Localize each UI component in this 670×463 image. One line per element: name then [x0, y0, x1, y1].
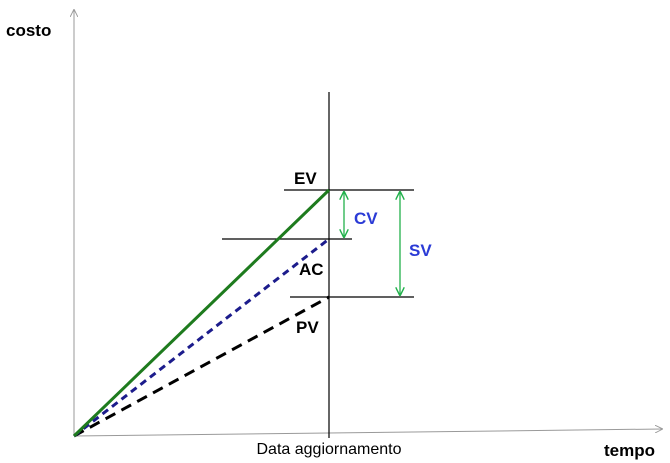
cv-label: CV	[354, 209, 378, 228]
pv-label: PV	[296, 318, 319, 337]
ac-label: AC	[299, 260, 324, 279]
ev-label: EV	[294, 169, 317, 188]
ac-line	[73, 237, 330, 438]
status-date-label: Data aggiornamento	[257, 441, 402, 458]
y-axis-label: costo	[6, 21, 51, 40]
sv-label: SV	[409, 241, 432, 260]
ev-line	[72, 188, 331, 438]
x-axis	[73, 429, 662, 437]
pv-line	[73, 295, 330, 438]
x-axis-label: tempo	[604, 441, 655, 460]
